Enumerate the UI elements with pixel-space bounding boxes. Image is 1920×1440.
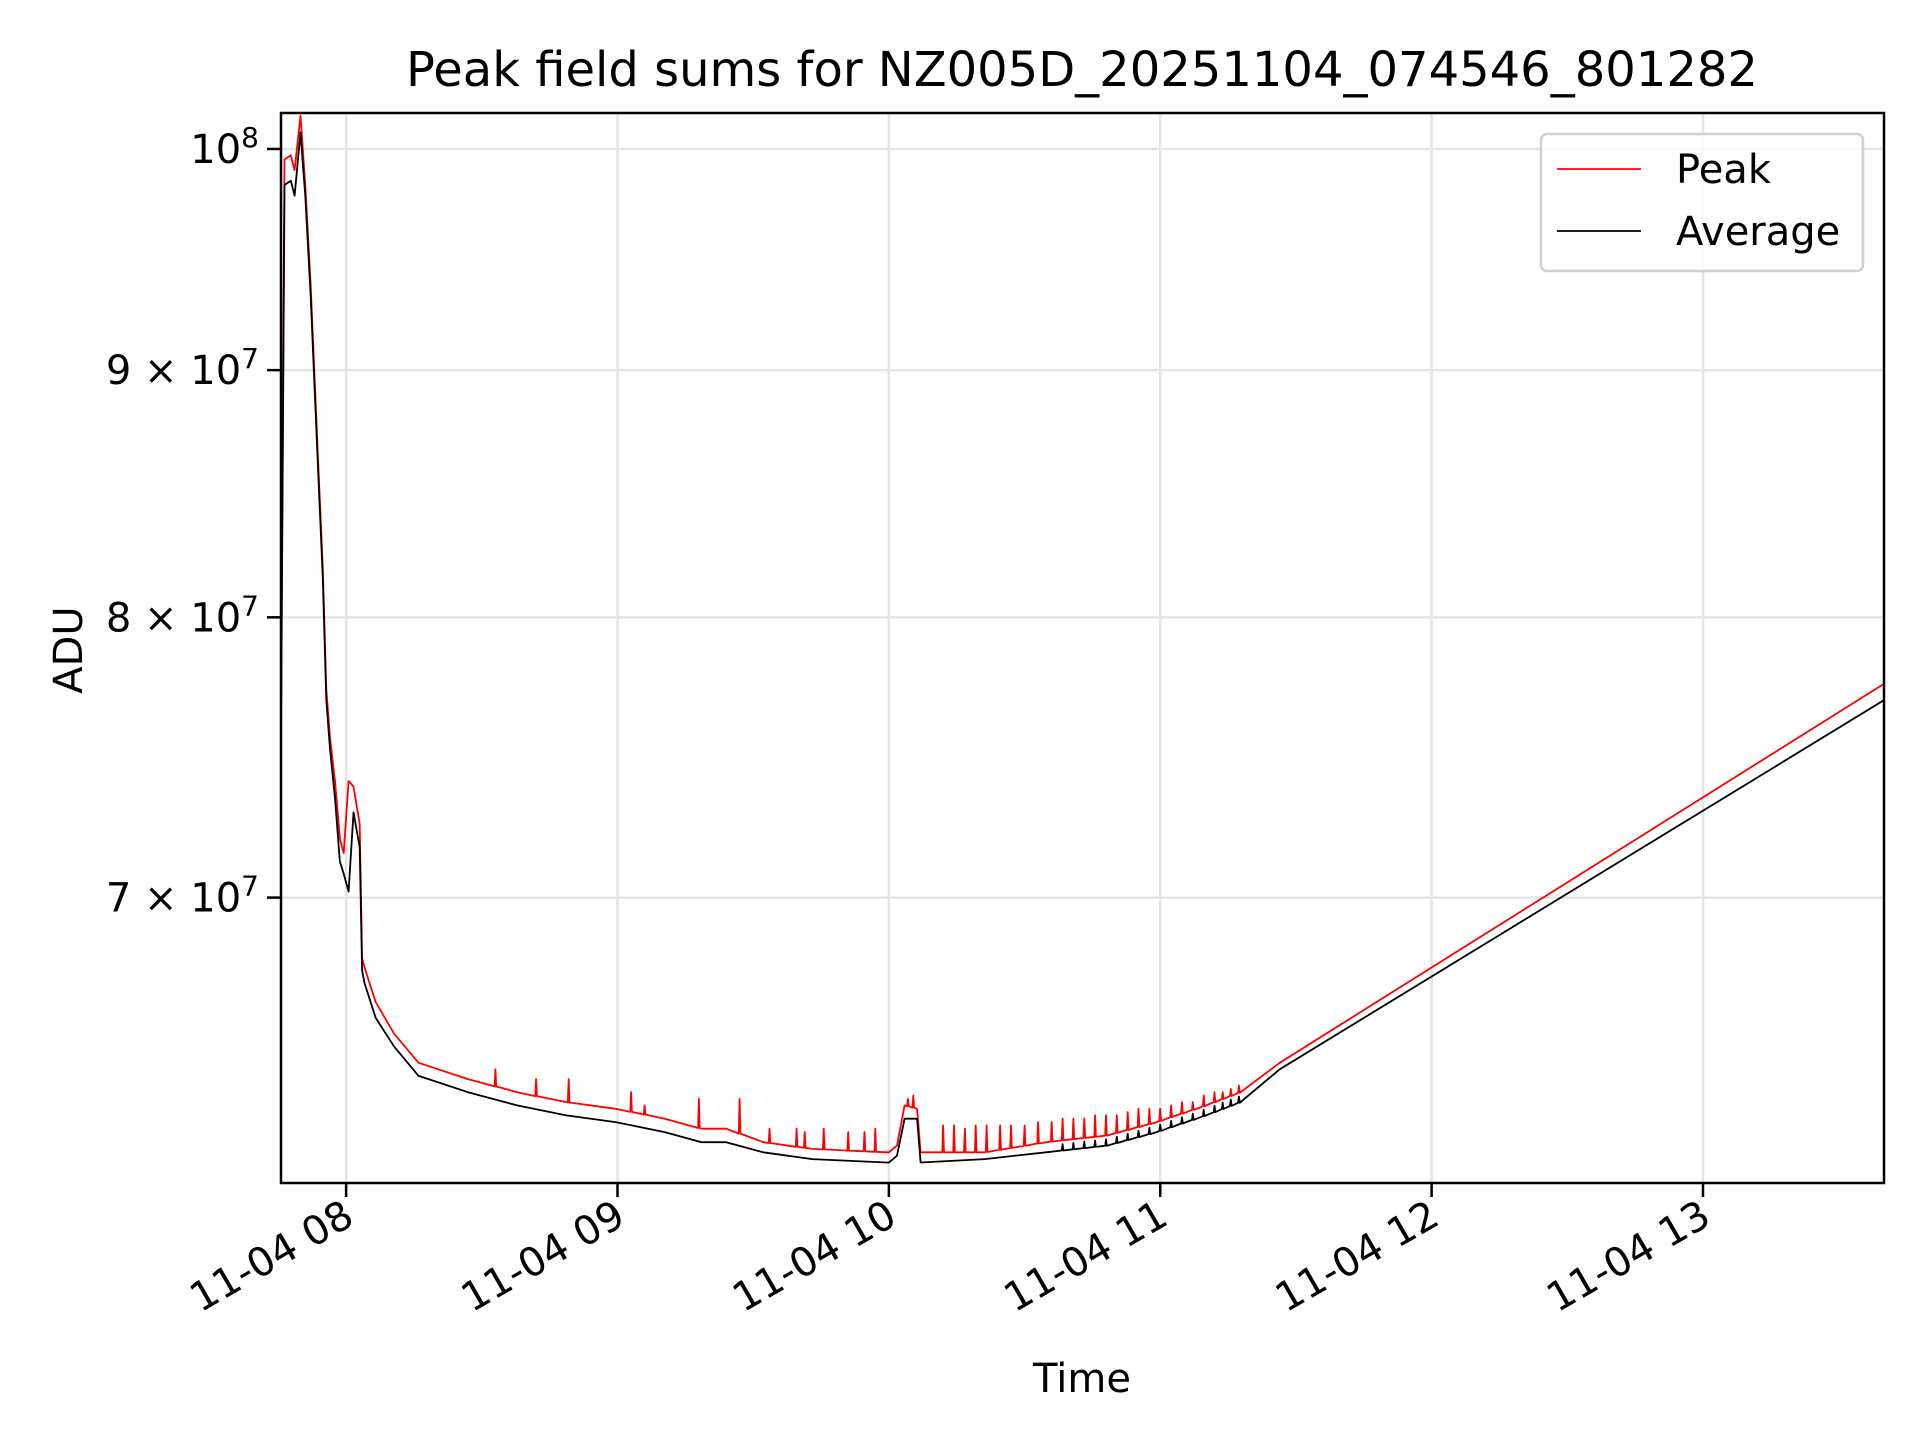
y-tick-label: 9 × 107 [106, 342, 259, 394]
y-tick-label: 7 × 107 [106, 870, 259, 922]
plot-area [280, 114, 1885, 1164]
y-axis-label: ADU [46, 606, 92, 693]
legend: Peak Average [1539, 132, 1865, 273]
y-tick-label: 8 × 107 [106, 589, 259, 641]
axes-frame [279, 111, 1886, 1185]
legend-average-label: Average [1676, 209, 1840, 255]
average-series-line [280, 131, 1885, 1164]
y-axis: 108 9 × 107 8 × 107 7 × 107 [106, 121, 281, 922]
x-axis-label: Time [1032, 1356, 1131, 1402]
y-tick-label: 108 [190, 121, 259, 173]
chart-title: Peak field sums for NZ005D_20251104_0745… [406, 42, 1758, 98]
peak-series-line [280, 114, 1885, 1154]
legend-peak-label: Peak [1676, 147, 1772, 193]
